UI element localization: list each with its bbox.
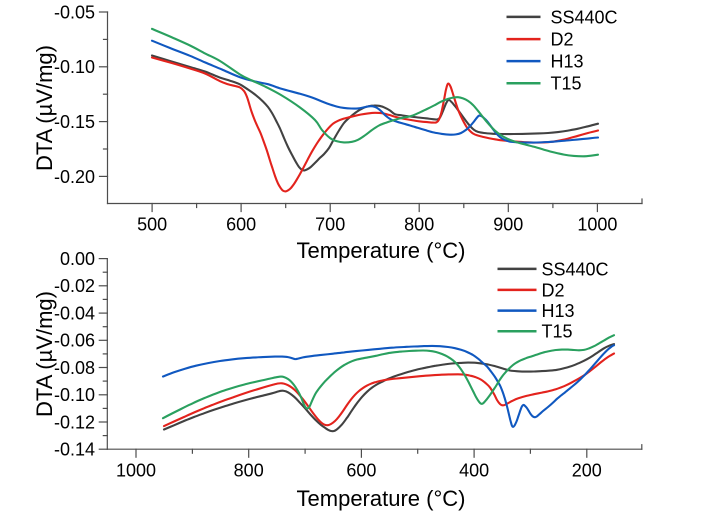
svg-text:D2: D2 <box>551 30 574 50</box>
svg-text:SS440C: SS440C <box>551 7 618 27</box>
svg-text:DTA (µV/mg): DTA (µV/mg) <box>32 45 57 171</box>
svg-text:-0.10: -0.10 <box>54 57 95 77</box>
svg-text:-0.20: -0.20 <box>54 167 95 187</box>
svg-text:200: 200 <box>572 460 602 480</box>
svg-text:600: 600 <box>346 460 376 480</box>
svg-text:T15: T15 <box>542 322 573 342</box>
svg-text:T15: T15 <box>551 74 582 94</box>
svg-text:-0.02: -0.02 <box>54 276 95 296</box>
svg-text:-0.12: -0.12 <box>54 412 95 432</box>
svg-text:-0.06: -0.06 <box>54 331 95 351</box>
svg-text:600: 600 <box>226 215 256 235</box>
svg-text:H13: H13 <box>542 301 575 321</box>
svg-text:-0.05: -0.05 <box>54 2 95 22</box>
svg-text:-0.14: -0.14 <box>54 440 95 460</box>
svg-text:800: 800 <box>404 215 434 235</box>
svg-text:-0.04: -0.04 <box>54 304 95 324</box>
svg-text:Temperature (°C): Temperature (°C) <box>297 238 466 263</box>
svg-text:700: 700 <box>315 215 345 235</box>
svg-text:0.00: 0.00 <box>60 249 95 269</box>
svg-text:-0.15: -0.15 <box>54 112 95 132</box>
svg-text:800: 800 <box>234 460 264 480</box>
svg-text:400: 400 <box>459 460 489 480</box>
svg-text:-0.10: -0.10 <box>54 385 95 405</box>
svg-text:1000: 1000 <box>116 460 156 480</box>
svg-text:H13: H13 <box>551 52 584 72</box>
svg-text:DTA (µV/mg): DTA (µV/mg) <box>32 291 57 417</box>
svg-text:-0.08: -0.08 <box>54 358 95 378</box>
svg-text:1000: 1000 <box>577 215 617 235</box>
svg-text:900: 900 <box>493 215 523 235</box>
svg-text:Temperature (°C): Temperature (°C) <box>297 486 466 511</box>
svg-text:SS440C: SS440C <box>542 259 609 279</box>
svg-text:D2: D2 <box>542 280 565 300</box>
svg-text:500: 500 <box>137 215 167 235</box>
